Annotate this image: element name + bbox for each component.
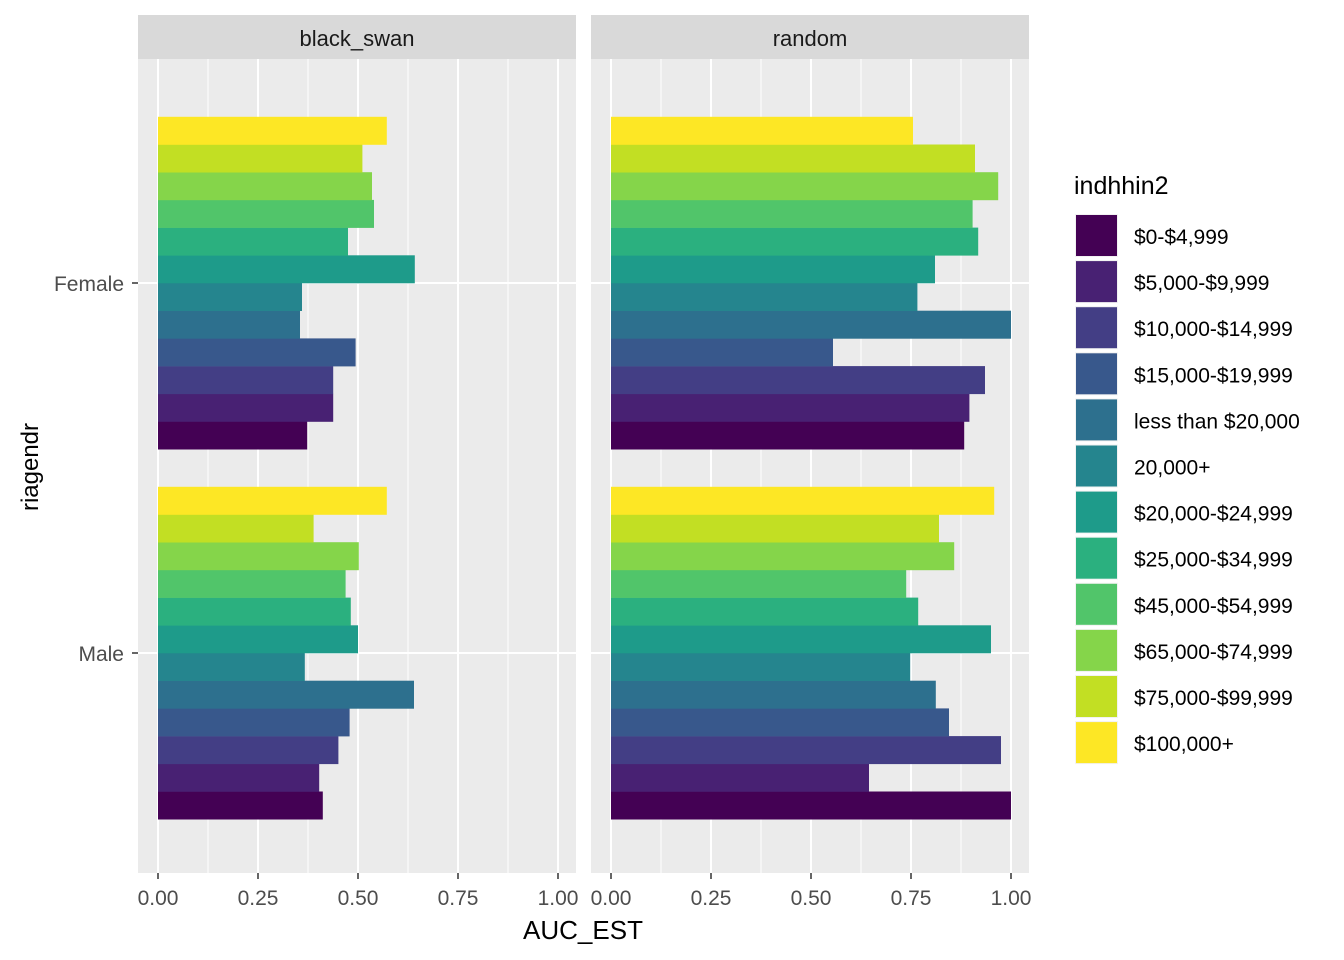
- bar-black_swan-female-9: [158, 172, 372, 201]
- bar-random-female-5: [611, 283, 918, 311]
- legend-swatch: [1076, 722, 1117, 764]
- bar-black_swan-male-7: [158, 597, 351, 626]
- panel-black_swan: black_swan: [138, 15, 576, 873]
- bar-black_swan-female-2: [158, 366, 334, 395]
- bar-black_swan-male-2: [158, 736, 339, 765]
- bar-black_swan-male-6: [158, 625, 358, 654]
- bar-black_swan-female-1: [158, 393, 334, 422]
- legend-swatch: [1076, 537, 1117, 579]
- bar-random-female-3: [611, 338, 833, 367]
- legend-label: $100,000+: [1134, 733, 1234, 756]
- bar-random-male-0: [611, 791, 1011, 820]
- legend-label: $25,000-$34,999: [1134, 549, 1293, 572]
- bar-random-male-10: [611, 514, 939, 543]
- legend-label: $45,000-$54,999: [1134, 595, 1293, 618]
- axes: 0.00 0.25 0.50 0.75 1.00 0.00 0.25 0.50 0.75 1.00…: [54, 273, 1031, 910]
- bar-black_swan-male-8: [158, 569, 346, 598]
- bar-black_swan-male-1: [158, 763, 320, 792]
- legend-label: $15,000-$19,999: [1134, 364, 1293, 387]
- bar-random-female-4: [611, 310, 1011, 339]
- x-tick-label: 1.00: [991, 887, 1032, 910]
- bar-black_swan-female-10: [158, 144, 363, 173]
- bar-black_swan-female-8: [158, 199, 374, 228]
- x-axis-title: AUC_EST: [523, 915, 643, 945]
- x-tick-label: 0.00: [138, 887, 179, 910]
- legend-swatch: [1076, 583, 1117, 625]
- bar-black_swan-male-9: [158, 542, 359, 571]
- bar-random-male-9: [611, 542, 955, 571]
- bar-black_swan-female-0: [158, 421, 308, 450]
- legend-label: 20,000+: [1134, 457, 1211, 480]
- strip-label: random: [773, 26, 848, 51]
- bar-random-female-2: [611, 366, 985, 395]
- bar-random-male-1: [611, 763, 869, 792]
- y-tick-label: Female: [54, 273, 124, 296]
- bar-random-male-2: [611, 736, 1001, 765]
- legend-title: indhhin2: [1074, 172, 1169, 200]
- bar-black_swan-male-0: [158, 791, 323, 820]
- legend-label: less than $20,000: [1134, 410, 1300, 433]
- legend-swatch: [1076, 445, 1117, 487]
- panel-random: random: [591, 15, 1029, 873]
- x-tick-label: 0.75: [438, 887, 479, 910]
- legend-label: $65,000-$74,999: [1134, 641, 1293, 664]
- bar-random-female-10: [611, 144, 975, 173]
- legend-swatch: [1076, 307, 1117, 349]
- legend-swatch: [1076, 215, 1117, 256]
- strip-label: black_swan: [300, 26, 415, 51]
- bar-random-female-6: [611, 255, 935, 284]
- bar-random-male-5: [611, 653, 911, 681]
- bar-black_swan-female-3: [158, 338, 356, 367]
- bar-random-male-4: [611, 680, 936, 709]
- bar-black_swan-female-11: [158, 116, 387, 145]
- bar-random-female-9: [611, 172, 999, 201]
- bar-black_swan-male-4: [158, 680, 414, 709]
- bar-random-male-3: [611, 708, 949, 737]
- bar-random-female-0: [611, 421, 965, 450]
- legend-swatch: [1076, 261, 1117, 303]
- legend-swatch: [1076, 353, 1117, 395]
- x-tick-label: 0.50: [791, 887, 832, 910]
- legend-swatch: [1076, 491, 1117, 533]
- bar-random-male-8: [611, 569, 907, 598]
- bar-black_swan-female-7: [158, 227, 348, 256]
- panels: black_swan random: [138, 15, 1029, 873]
- bar-black_swan-female-5: [158, 283, 302, 311]
- legend-swatch: [1076, 629, 1117, 671]
- bar-black_swan-male-3: [158, 708, 350, 737]
- x-tick-label: 0.75: [891, 887, 932, 910]
- y-axis-title: riagendr: [17, 423, 44, 511]
- bar-random-female-1: [611, 393, 970, 422]
- legend-swatch: [1076, 676, 1117, 717]
- bar-random-female-7: [611, 227, 979, 256]
- bar-black_swan-male-11: [158, 486, 387, 515]
- x-tick-label: 1.00: [538, 887, 579, 910]
- strip-background: [138, 15, 576, 59]
- legend-label: $75,000-$99,999: [1134, 687, 1293, 710]
- x-tick-label: 0.50: [338, 887, 379, 910]
- legend-label: $10,000-$14,999: [1134, 318, 1293, 341]
- bar-random-male-7: [611, 597, 919, 626]
- bar-random-male-11: [611, 486, 995, 515]
- y-tick-label: Male: [78, 643, 124, 666]
- bar-black_swan-male-5: [158, 653, 305, 681]
- bar-black_swan-female-6: [158, 255, 415, 284]
- x-tick-label: 0.25: [238, 887, 279, 910]
- legend: indhhin2 $0-$4,999 $5,000-$9,999 $10,000-$…: [1074, 172, 1300, 765]
- legend-label: $0-$4,999: [1134, 226, 1229, 249]
- bar-random-female-8: [611, 199, 973, 228]
- legend-swatch: [1076, 399, 1117, 441]
- x-tick-label: 0.00: [591, 887, 632, 910]
- bar-random-male-6: [611, 625, 991, 654]
- bar-black_swan-female-4: [158, 310, 300, 339]
- legend-label: $20,000-$24,999: [1134, 503, 1293, 526]
- legend-label: $5,000-$9,999: [1134, 272, 1269, 295]
- bar-random-female-11: [611, 116, 913, 145]
- strip-background: [591, 15, 1029, 59]
- x-tick-label: 0.25: [691, 887, 732, 910]
- bar-black_swan-male-10: [158, 514, 314, 543]
